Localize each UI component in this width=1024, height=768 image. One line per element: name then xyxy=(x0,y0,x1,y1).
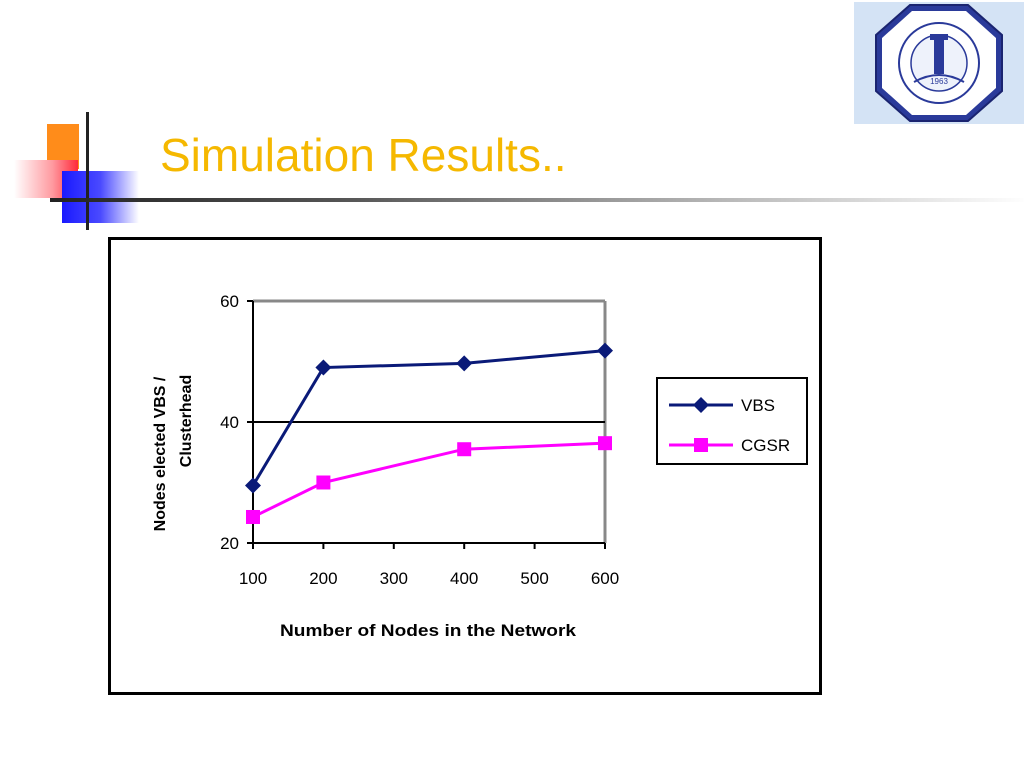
point-vbs-600 xyxy=(597,342,613,359)
x-tick-label-100: 100 xyxy=(239,569,267,588)
y-axis-label-line-1: Nodes elected VBS / xyxy=(152,376,169,531)
logo-year: 1963 xyxy=(930,77,948,86)
legend-marker-vbs xyxy=(693,397,709,413)
x-tick-label-200: 200 xyxy=(309,569,337,588)
line-chart: 20 40 60 100 200 300 400 500 600 Nodes elected V… xyxy=(152,292,808,640)
point-cgsr-400 xyxy=(457,442,472,457)
x-tick-label-600: 600 xyxy=(591,569,619,588)
chart-frame: 20 40 60 100 200 300 400 500 600 Nodes elected V… xyxy=(108,237,822,695)
university-seal-icon: 1963 xyxy=(875,4,1003,122)
chart-legend: VBS CGSR xyxy=(656,377,808,465)
point-cgsr-600 xyxy=(598,436,612,451)
legend-box xyxy=(656,377,808,465)
decor-vertical-line xyxy=(86,112,89,230)
y-tick-label-60: 60 xyxy=(220,292,239,311)
legend-label-cgsr: CGSR xyxy=(741,436,790,455)
decor-blue-square xyxy=(62,171,139,223)
point-vbs-200 xyxy=(315,359,332,376)
university-logo: 1963 xyxy=(854,2,1024,124)
title-underline xyxy=(50,198,1024,202)
x-tick-label-400: 400 xyxy=(450,569,478,588)
point-cgsr-200 xyxy=(316,475,331,490)
x-axis-label: Number of Nodes in the Network xyxy=(280,621,577,640)
legend-label-vbs: VBS xyxy=(741,396,775,415)
x-tick-label-500: 500 xyxy=(520,569,548,588)
x-tick-label-300: 300 xyxy=(380,569,408,588)
y-tick-label-20: 20 xyxy=(220,534,239,553)
series-line-cgsr xyxy=(252,441,606,519)
y-tick-label-40: 40 xyxy=(220,413,239,432)
point-vbs-100 xyxy=(245,477,261,494)
point-cgsr-100 xyxy=(246,509,260,524)
slide-title: Simulation Results.. xyxy=(160,129,567,181)
series-line-vbs xyxy=(251,349,606,487)
y-axis-label-line-2: Clusterhead xyxy=(178,375,195,467)
point-vbs-400 xyxy=(456,355,473,372)
legend-marker-cgsr xyxy=(694,438,708,452)
